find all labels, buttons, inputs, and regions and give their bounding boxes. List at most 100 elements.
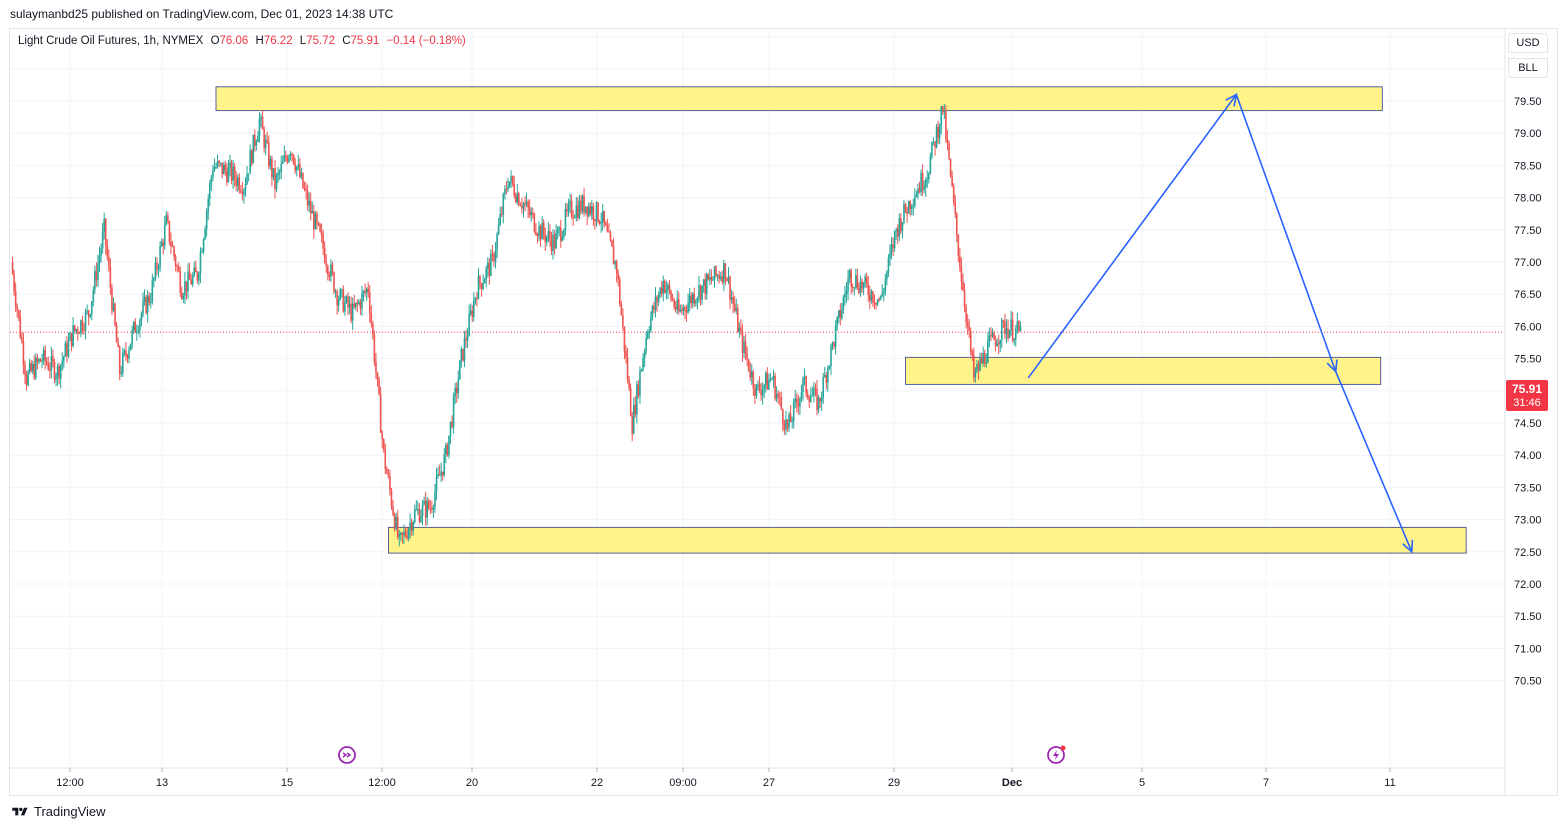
candle-body	[195, 267, 197, 273]
candle-body	[139, 320, 141, 331]
currency-button[interactable]: USD	[1508, 33, 1548, 53]
candle-body	[966, 321, 969, 326]
legend-close-label: C	[342, 35, 351, 47]
candle-body	[789, 413, 792, 423]
candle-body	[199, 252, 202, 274]
candle-body	[148, 295, 151, 303]
candle-body	[404, 531, 407, 536]
candle-body	[334, 291, 337, 293]
candle-body	[471, 310, 474, 317]
candle-body	[519, 205, 522, 207]
candle-body	[594, 219, 596, 222]
candle-body	[252, 134, 255, 164]
candle-body	[58, 366, 60, 379]
candle-body	[952, 185, 955, 202]
candle-body	[226, 170, 228, 183]
candle-body	[604, 222, 607, 226]
candle-body	[431, 508, 433, 510]
candle-body	[949, 158, 952, 177]
candle-body	[300, 172, 303, 177]
candle-body	[597, 202, 599, 222]
event-icon-left[interactable]	[338, 746, 356, 764]
candle-body	[715, 266, 717, 276]
candle-body	[56, 366, 59, 377]
candle-body	[733, 303, 736, 311]
candle-body	[359, 301, 362, 309]
candle-body	[157, 267, 160, 270]
candle-body	[306, 191, 309, 206]
candle-body	[104, 218, 107, 246]
candle-body	[365, 288, 368, 293]
candle-body	[757, 383, 759, 385]
candle-body	[260, 116, 262, 119]
candle-body	[72, 325, 74, 347]
candle-body	[985, 362, 988, 364]
candle-body	[587, 206, 590, 216]
candle-body	[701, 285, 703, 300]
candle-body	[991, 333, 994, 337]
candle-body	[392, 506, 394, 515]
candle-body	[844, 294, 846, 298]
candle-body	[847, 278, 849, 292]
candle-body	[969, 330, 972, 352]
candle-body	[802, 378, 804, 392]
price-tick-label: 76.00	[1514, 321, 1542, 333]
candle-body	[521, 205, 523, 209]
candle-body	[724, 263, 727, 279]
candle-body	[177, 266, 180, 272]
candle-body	[965, 307, 967, 322]
candle-body	[263, 129, 265, 148]
candle-body	[850, 270, 852, 287]
candle-body	[305, 189, 307, 192]
price-tick-label: 76.50	[1514, 289, 1542, 301]
candle-body	[629, 387, 632, 417]
candle-body	[545, 236, 548, 242]
candle-body	[875, 302, 877, 305]
candle-body	[853, 287, 856, 289]
candle-body	[11, 262, 14, 274]
candle-body	[502, 194, 505, 215]
candle-body	[513, 184, 515, 196]
footer-brand[interactable]: TradingView	[10, 804, 106, 819]
candle-body	[479, 276, 481, 284]
candle-body	[662, 280, 665, 294]
candle-body	[227, 167, 230, 183]
candle-body	[618, 279, 621, 304]
candle-body	[561, 237, 564, 241]
candle-body	[510, 176, 512, 182]
candle-body	[570, 200, 573, 217]
candle-body	[993, 333, 995, 340]
candle-body	[367, 288, 369, 293]
candle-body	[709, 276, 711, 280]
candle-body	[108, 256, 110, 267]
candle-body	[140, 313, 143, 321]
candle-body	[53, 362, 56, 380]
candle-body	[909, 201, 911, 210]
projection-path	[1027, 92, 1413, 553]
candle-body	[778, 396, 781, 398]
candle-body	[764, 373, 767, 385]
event-icon-right[interactable]	[1047, 745, 1066, 764]
unit-button[interactable]: BLL	[1508, 58, 1548, 78]
candle-body	[713, 266, 716, 280]
candle-body	[977, 364, 980, 371]
candle-body	[817, 397, 820, 411]
candle-body	[755, 384, 758, 396]
candle-body	[864, 276, 866, 283]
candle-body	[504, 189, 506, 195]
candle-body	[117, 342, 119, 347]
candle-body	[896, 228, 899, 237]
candle-body	[873, 302, 876, 304]
candle-body	[750, 371, 753, 378]
candle-body	[81, 320, 84, 331]
candle-body	[500, 213, 503, 215]
candle-body	[951, 176, 953, 186]
candle-body	[424, 500, 427, 518]
candle-body	[494, 250, 497, 262]
candle-body	[915, 194, 918, 198]
candle-body	[187, 271, 189, 292]
candle-body	[327, 266, 329, 275]
candle-body	[322, 234, 324, 249]
candle-body	[233, 166, 236, 179]
